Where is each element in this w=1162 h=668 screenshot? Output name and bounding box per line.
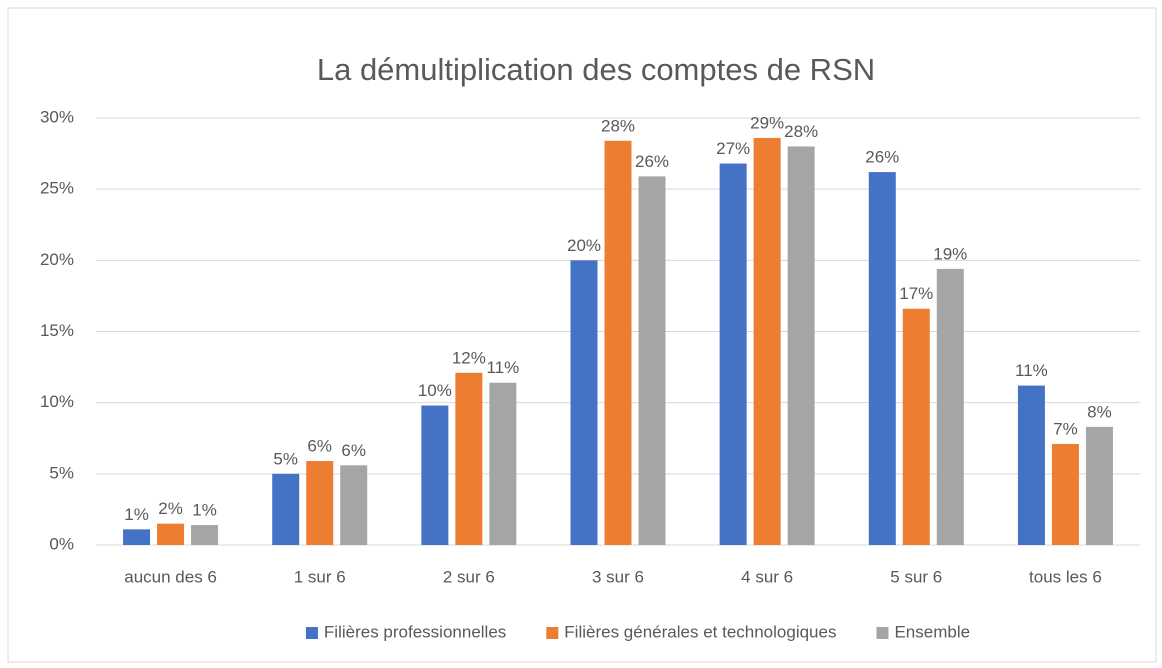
value-label: 5% [273, 449, 298, 468]
bar [902, 308, 930, 545]
legend-label: Filières professionnelles [324, 622, 506, 641]
y-tick-label: 15% [40, 321, 74, 340]
bar [455, 372, 483, 545]
y-tick-label: 5% [49, 463, 74, 482]
value-label: 12% [452, 348, 486, 367]
bar [191, 525, 219, 545]
value-label: 27% [716, 139, 750, 158]
bar [719, 163, 747, 545]
x-tick-label: tous les 6 [1029, 567, 1102, 586]
value-label: 26% [865, 148, 899, 167]
bar [638, 176, 666, 545]
y-tick-label: 0% [49, 534, 74, 553]
bar [306, 461, 334, 545]
bar [1085, 426, 1113, 545]
legend-label: Filières générales et technologiques [564, 622, 836, 641]
value-label: 11% [1015, 361, 1048, 380]
bar [489, 382, 517, 545]
value-label: 19% [933, 244, 967, 263]
value-label: 1% [192, 501, 217, 520]
legend-label: Ensemble [894, 622, 970, 641]
bar [570, 260, 598, 545]
value-label: 1% [124, 505, 149, 524]
value-label: 29% [750, 113, 784, 132]
x-tick-label: 2 sur 6 [443, 567, 495, 586]
bar [340, 465, 368, 545]
value-label: 10% [418, 381, 452, 400]
value-label: 7% [1053, 419, 1078, 438]
legend-swatch [876, 627, 889, 639]
chart-title: La démultiplication des comptes de RSN [317, 52, 875, 87]
bar [1017, 385, 1045, 545]
bar [868, 172, 896, 545]
bar [1051, 443, 1079, 545]
value-label: 17% [899, 284, 933, 303]
y-tick-label: 25% [40, 179, 74, 198]
x-tick-label: 3 sur 6 [592, 567, 644, 586]
bar [157, 523, 185, 545]
value-label: 6% [307, 437, 332, 456]
x-tick-label: aucun des 6 [124, 567, 217, 586]
value-label: 28% [784, 122, 818, 141]
x-tick-label: 1 sur 6 [294, 567, 346, 586]
value-label: 28% [601, 116, 635, 135]
y-tick-label: 10% [40, 392, 74, 411]
value-label: 2% [158, 499, 183, 518]
bar [421, 405, 449, 545]
legend-swatch [546, 627, 559, 639]
bar [787, 146, 815, 545]
bar [604, 140, 632, 546]
x-tick-label: 4 sur 6 [741, 567, 793, 586]
value-label: 6% [341, 441, 366, 460]
bar [272, 473, 300, 545]
value-label: 8% [1087, 402, 1112, 421]
x-tick-label: 5 sur 6 [890, 567, 942, 586]
bar [123, 529, 151, 545]
value-label: 20% [567, 236, 601, 255]
bar [936, 268, 964, 545]
value-label: 11% [486, 358, 519, 377]
y-tick-label: 30% [40, 107, 74, 126]
legend-swatch [305, 627, 318, 639]
bar [753, 137, 781, 545]
y-tick-label: 20% [40, 250, 74, 269]
value-label: 26% [635, 152, 669, 171]
